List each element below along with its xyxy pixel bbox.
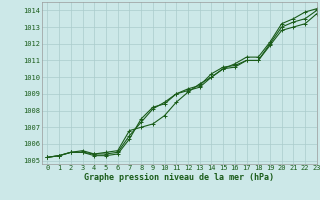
X-axis label: Graphe pression niveau de la mer (hPa): Graphe pression niveau de la mer (hPa) (84, 173, 274, 182)
